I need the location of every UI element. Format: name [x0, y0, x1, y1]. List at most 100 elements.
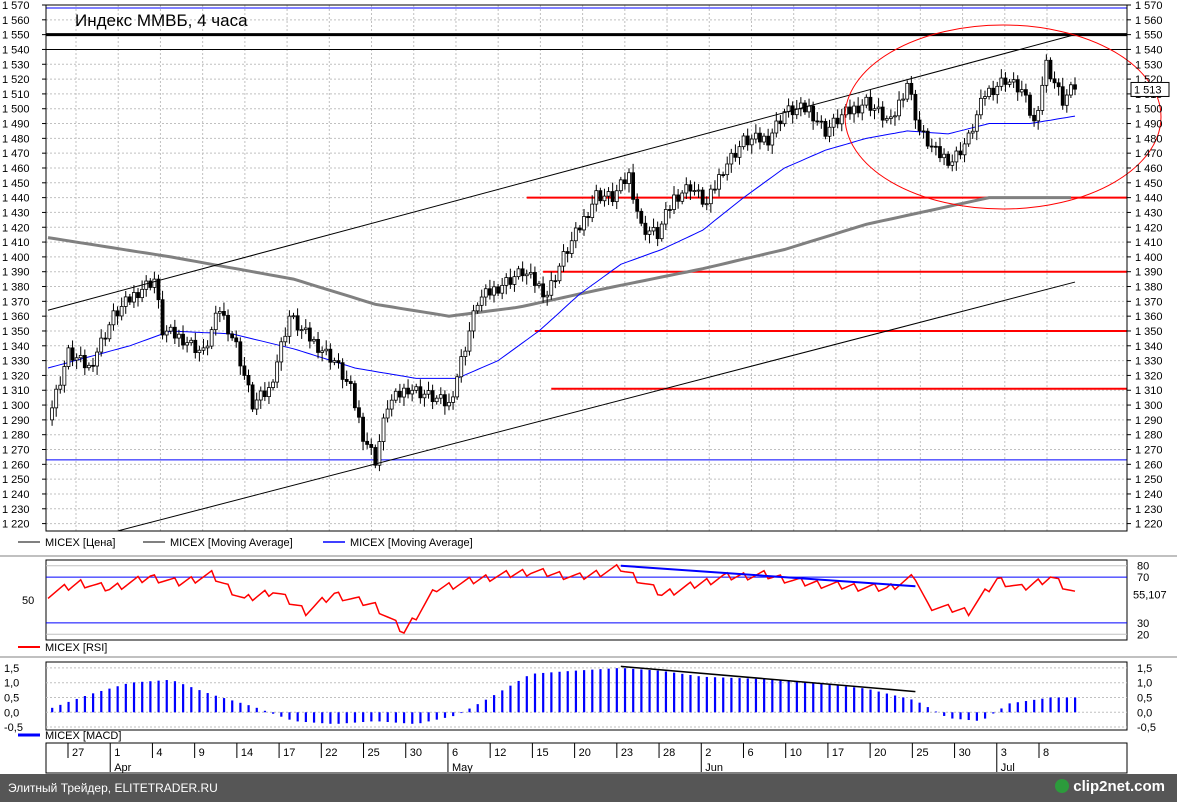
macd-bar	[83, 696, 87, 713]
legend-macd-label: MICEX [MACD]	[45, 730, 121, 742]
macd-bar	[1057, 697, 1060, 713]
x-day-label: 2	[705, 747, 711, 759]
candle-body	[1003, 77, 1008, 85]
macd-bar	[934, 711, 938, 713]
macd-bar	[803, 681, 807, 713]
candle-body	[132, 292, 136, 303]
macd-bar	[501, 690, 504, 713]
trendline	[117, 281, 1076, 532]
y-tick-label-left: 1 330	[2, 356, 30, 368]
candle-body	[119, 306, 124, 317]
macd-bar	[689, 675, 692, 713]
candle-body	[876, 106, 881, 110]
candle-body	[827, 126, 832, 137]
candle-body	[87, 364, 91, 369]
candle-body	[1060, 86, 1065, 106]
x-day-label: 1	[114, 747, 120, 759]
macd-bar	[476, 704, 479, 713]
candle-body	[578, 227, 582, 231]
candle-body	[983, 96, 987, 99]
macd-bar	[67, 701, 70, 713]
macd-bar	[394, 712, 397, 723]
x-day-label: 23	[621, 747, 633, 759]
candle-body	[487, 288, 492, 296]
macd-bar	[443, 712, 447, 718]
macd-bar	[632, 668, 635, 713]
candle-body	[848, 106, 852, 115]
candle-body	[655, 227, 660, 240]
y-tick-label-right: 1 480	[1135, 133, 1163, 145]
x-day-label: 20	[579, 747, 591, 759]
candle-body	[913, 93, 918, 121]
candle-body	[880, 106, 885, 121]
candle-body	[1024, 89, 1028, 96]
candle-body	[684, 184, 689, 194]
candle-body	[201, 347, 206, 351]
y-tick-label-left: 1 230	[2, 504, 30, 516]
candle-body	[586, 216, 590, 219]
macd-bar	[173, 681, 177, 713]
candle-body	[1056, 82, 1061, 88]
candle-body	[217, 311, 222, 314]
candle-body	[974, 114, 979, 132]
macd-bar	[779, 679, 782, 713]
candle-body	[1011, 79, 1016, 83]
macd-bar	[763, 679, 766, 713]
candle-body	[205, 345, 210, 349]
macd-bar	[893, 695, 897, 713]
candle-body	[778, 120, 783, 125]
macd-bar	[149, 681, 152, 713]
macd-bar	[738, 678, 741, 713]
candle-body	[172, 326, 177, 339]
candle-body	[909, 82, 914, 95]
candle-body	[185, 342, 190, 346]
y-tick-label-left: 1 320	[2, 370, 30, 382]
candle-body	[1032, 114, 1036, 122]
candle-body	[475, 304, 480, 312]
candle-body	[250, 384, 255, 410]
candle-body	[651, 227, 656, 232]
ma-long-line	[47, 196, 1071, 318]
x-axis-frame	[45, 742, 1128, 774]
y-tick-label-left: 1 530	[2, 59, 30, 71]
x-day-label: 6	[452, 747, 458, 759]
candle-body	[213, 312, 218, 331]
y-tick-label-left: 1 340	[2, 341, 30, 353]
y-tick-label-left: 1 560	[2, 15, 30, 27]
macd-bar	[288, 712, 291, 720]
candle-body	[643, 222, 648, 235]
macd-bar	[222, 698, 226, 713]
candle-body	[70, 347, 75, 361]
macd-bar	[730, 677, 733, 713]
candle-body	[402, 387, 406, 398]
candle-body	[700, 189, 705, 205]
macd-bar	[304, 712, 307, 723]
candle-body	[905, 82, 910, 100]
candle-body	[422, 393, 427, 399]
candle-body	[647, 230, 652, 235]
macd-bar	[566, 671, 569, 713]
candle-body	[148, 280, 153, 288]
macd-bar	[247, 705, 250, 713]
candle-body	[659, 223, 664, 240]
candle-body	[852, 105, 856, 115]
y-tick-label-right: 1 220	[1135, 519, 1163, 531]
macd-bar	[656, 670, 659, 713]
candle-body	[434, 397, 439, 403]
candle-body	[823, 120, 828, 137]
macd-bar	[591, 669, 594, 713]
macd-bar	[861, 688, 864, 713]
y-tick-label-right: 1 280	[1135, 430, 1163, 442]
x-day-label: 6	[747, 747, 753, 759]
macd-bar	[239, 702, 242, 713]
macd-bar	[1008, 703, 1011, 713]
y-tick-label-right: 1 400	[1135, 252, 1163, 264]
candle-body	[414, 386, 419, 391]
candle-body	[602, 195, 607, 202]
macd-bar	[419, 712, 422, 724]
y-tick-label-right: 1 360	[1135, 311, 1163, 323]
legend-macd: MICEX [MACD]	[18, 730, 121, 742]
macd-bar	[51, 707, 54, 713]
candle-body	[361, 416, 365, 442]
candle-body	[234, 337, 239, 343]
